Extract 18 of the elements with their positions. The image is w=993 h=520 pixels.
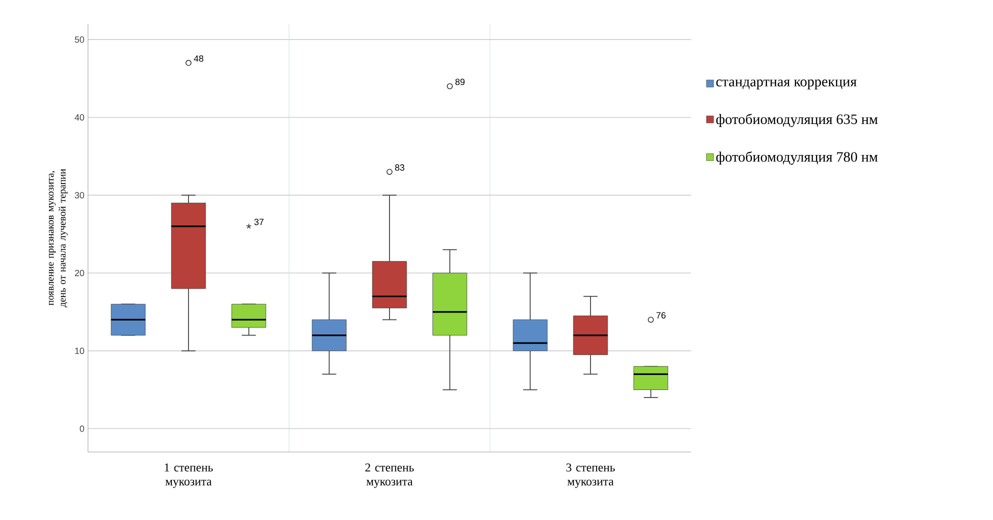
y-tick-label: 20 — [74, 270, 84, 276]
annotation: 76 — [656, 312, 666, 319]
legend-label: фотобиомодуляция 780 нм — [716, 151, 878, 165]
y-tick-label: 0 — [80, 425, 84, 432]
y-tick-label: 40 — [74, 114, 84, 121]
y-tick-label: 30 — [74, 192, 84, 198]
x-tick-label: 3 степень мукозита — [566, 463, 615, 488]
legend-label: фотобиомодуляция 635 нм — [716, 114, 878, 128]
annotation: 89 — [455, 78, 465, 86]
x-tick-label: 2 степень мукозита — [365, 463, 414, 488]
annotation: 83 — [395, 164, 404, 171]
y-axis-title: появление признаков мукозита, день от начала лучевой терапии — [48, 168, 68, 308]
annotation: 37 — [254, 218, 264, 226]
x-tick-label: 1 степень мукозита — [164, 463, 213, 488]
y-tick-label: 50 — [74, 36, 84, 43]
annotation: 48 — [194, 55, 204, 62]
legend-label: стандартная коррекция — [716, 80, 857, 90]
y-tick-label: 10 — [75, 348, 84, 354]
